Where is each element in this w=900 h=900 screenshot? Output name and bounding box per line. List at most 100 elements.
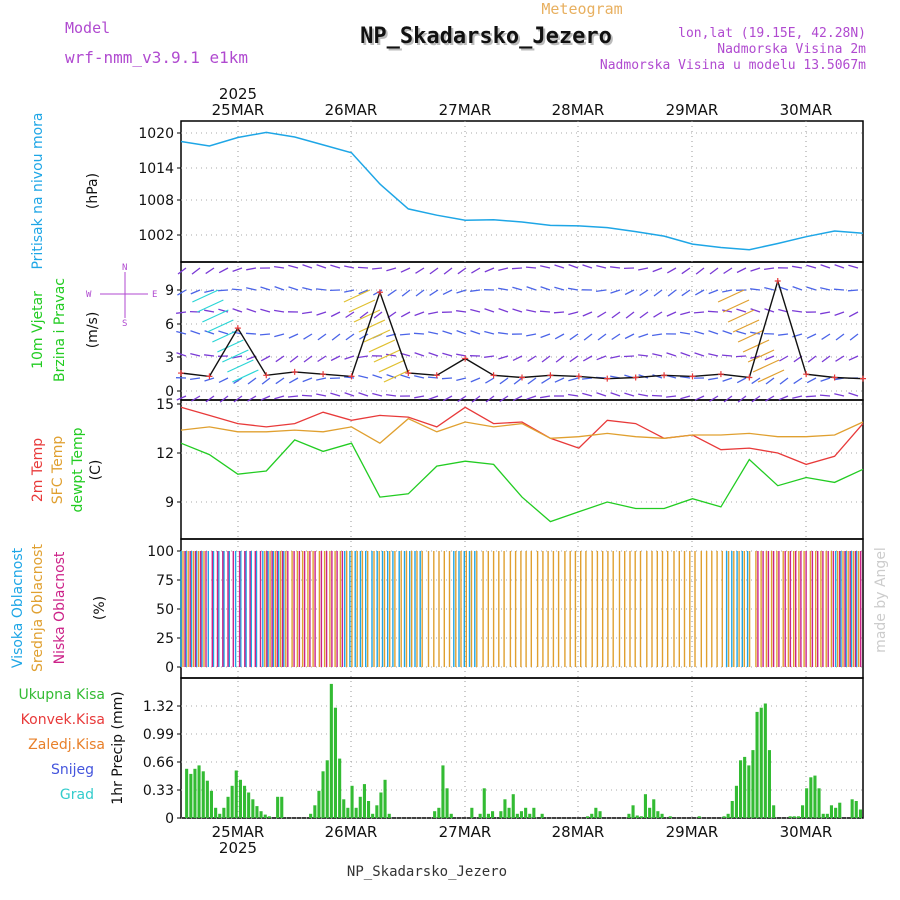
precip-bar — [528, 813, 532, 818]
wind-arrow — [806, 264, 817, 269]
wind-arrow — [679, 331, 691, 335]
wind-arrow — [792, 309, 803, 313]
y-tick-label: 1020 — [138, 126, 174, 142]
wind-arrow — [539, 310, 551, 313]
top-day-label: 26MAR — [325, 101, 378, 119]
wind-arrow — [302, 264, 313, 269]
y-tick-label: 9 — [165, 495, 174, 511]
bottom-day-label: 27MAR — [439, 823, 492, 841]
wind-arrow — [680, 395, 691, 400]
precip-bar — [668, 816, 672, 818]
y-tick-label: 0 — [165, 384, 174, 400]
wind-arrow — [484, 267, 495, 273]
wind-arrow — [247, 395, 257, 402]
precip-bar — [333, 707, 337, 818]
wind-arrow — [317, 355, 327, 363]
wind-arrow — [820, 264, 831, 269]
precip-bar — [354, 807, 358, 818]
precip-bar — [755, 711, 759, 818]
wind-arrow — [414, 375, 425, 379]
wind-arrow — [275, 355, 285, 363]
wind-arrow — [442, 395, 453, 402]
wind-arrow — [498, 355, 509, 360]
precip-bar — [449, 813, 453, 818]
wind-arrow — [177, 289, 187, 296]
wind-arrow — [848, 355, 859, 361]
wind-arrow — [708, 353, 719, 357]
wind-arrow — [820, 377, 831, 382]
wind-arrow — [457, 395, 467, 403]
wind-arrow — [373, 311, 383, 319]
tick-labels: 102010141008100296301512910075502501.320… — [138, 126, 181, 827]
wind-arrow — [289, 355, 299, 363]
wind-arrow — [778, 333, 789, 336]
wind-arrow — [540, 286, 551, 291]
wind-arrow — [611, 311, 621, 319]
precip-bar — [656, 811, 660, 818]
wind-arrow — [625, 311, 635, 319]
wind-ylabel1: 10m Vjetar — [30, 291, 46, 369]
year-bottom: 2025 — [219, 839, 257, 857]
precip-bar — [222, 807, 226, 818]
wind-arrow — [638, 333, 649, 338]
wind-arrow — [260, 286, 271, 291]
precip-bar — [722, 816, 726, 818]
wind-arrow — [428, 352, 439, 357]
wind-arrow — [302, 286, 313, 291]
precip-bar — [532, 807, 536, 818]
wind-arrow — [288, 333, 299, 339]
wind-arrow — [456, 289, 467, 294]
wind-arrow — [596, 355, 607, 361]
precip-bar — [346, 807, 350, 818]
wind-arrow — [358, 355, 369, 359]
wind-arrow — [722, 330, 733, 335]
precip-bar — [441, 765, 445, 818]
wind-arrow — [400, 374, 411, 379]
wind-arrow — [303, 333, 313, 340]
gust-arrow — [343, 289, 371, 303]
wind-arrow — [442, 352, 453, 357]
precip-bar — [805, 788, 809, 818]
year-top: 2025 — [219, 85, 257, 103]
wind-arrow — [597, 311, 607, 318]
wind-arrow — [372, 267, 383, 270]
gust-arrow — [227, 359, 254, 373]
wind-arrow — [666, 311, 677, 317]
wind-arrow — [470, 308, 481, 313]
wind-arrow — [303, 355, 313, 363]
wind-arrow — [218, 377, 229, 383]
precip-bar — [197, 765, 201, 818]
wind-arrow — [540, 333, 551, 339]
wind-arrow — [219, 395, 229, 403]
model-elevation: Nadmorska Visina u modelu 13.5067m — [600, 58, 866, 73]
gust-marker — [462, 355, 469, 362]
wind-arrow — [834, 264, 845, 269]
precip-series — [185, 683, 862, 818]
precip-bar — [739, 760, 743, 818]
gust-marker — [803, 371, 810, 378]
precip-bar — [590, 813, 594, 818]
wind-arrow — [512, 355, 523, 361]
temp-ylabel1: 2m Temp — [30, 438, 46, 502]
precip-bar — [788, 816, 792, 818]
wind-arrow — [639, 289, 649, 297]
wind-arrow — [567, 287, 579, 291]
wind-arrow — [429, 289, 439, 296]
precip-bar — [362, 784, 366, 818]
wind-arrow — [735, 355, 747, 358]
precip-bar — [470, 807, 474, 818]
wind-arrow — [651, 394, 663, 397]
wind-arrow — [596, 289, 607, 293]
precip-bar — [540, 813, 544, 818]
wind-arrow — [695, 267, 705, 275]
wind-arrow — [834, 311, 845, 317]
gust-arrow — [368, 339, 396, 353]
precip-bar — [730, 801, 734, 818]
y-tick-label: 0.33 — [143, 783, 174, 799]
precip-bar — [437, 807, 441, 818]
wind-arrow — [694, 352, 705, 357]
cloud-ylabel3: Niska Oblacnost — [52, 551, 68, 664]
precip-bar — [185, 768, 189, 818]
precip-bar — [358, 796, 362, 818]
wind-arrow — [541, 377, 551, 384]
